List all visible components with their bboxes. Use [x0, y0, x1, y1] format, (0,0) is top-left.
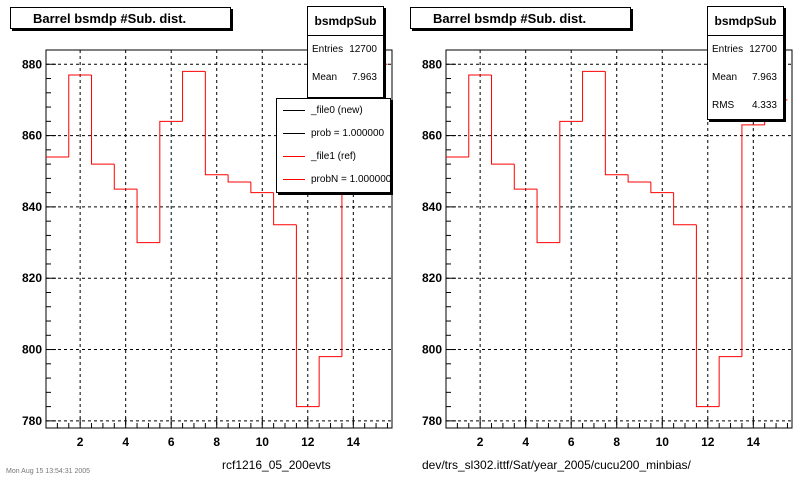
file-caption-left: rcf1216_05_200evts: [222, 458, 331, 472]
legend-swatch-prob: [283, 133, 305, 134]
timestamp-stamp: Mon Aug 15 13:54:31 2005: [6, 468, 91, 475]
histogram-bin-7-left: [182, 70, 206, 122]
legend-box: _file0 (new) prob = 1.000000 _file1 (ref…: [276, 98, 391, 193]
histogram-bin-8-right: [604, 71, 629, 176]
stats-rms-row-right: RMS 4.333: [708, 92, 783, 120]
stats-entries-value-right: 12700: [749, 44, 777, 55]
legend-label-file1: _file1 (ref): [311, 151, 357, 162]
x-tick-label-6-right: 6: [568, 435, 575, 449]
y-tick-label-780-right: 780: [422, 414, 442, 428]
y-tick-label-880-left: 880: [22, 57, 42, 71]
stats-entries-label-left: Entries: [312, 44, 344, 55]
legend-label-prob: prob = 1.000000: [311, 128, 385, 139]
stats-entries-label-right: Entries: [712, 44, 744, 55]
stats-name-left: bsmdpSub: [308, 7, 383, 36]
plot-title-left: Barrel bsmdp #Sub. dist.: [10, 7, 231, 29]
histogram-bin-12-left: [295, 224, 320, 408]
x-tick-label-14-right: 14: [747, 435, 761, 449]
y-tick-label-800-right: 800: [422, 343, 442, 357]
stats-box-left: bsmdpSub Entries 12700 Mean 7.963: [307, 6, 384, 98]
histogram-bin-13-right: [718, 356, 742, 407]
legend-entry-file0: _file0 (new): [277, 99, 390, 122]
y-tick-label-880-right: 880: [422, 57, 442, 71]
y-tick-label-780-left: 780: [22, 414, 42, 428]
y-tick-label-840-right: 840: [422, 200, 442, 214]
histogram-bin-6-right: [559, 120, 583, 243]
x-tick-label-12-right: 12: [701, 435, 715, 449]
stats-entries-row-right: Entries 12700: [708, 36, 783, 64]
histogram-bin-3-left: [91, 74, 115, 165]
y-tick-label-800-left: 800: [22, 343, 42, 357]
legend-swatch-probn: [283, 179, 305, 180]
stats-box-right: bsmdpSub Entries 12700 Mean 7.963 RMS 4.…: [707, 6, 784, 120]
stats-mean-row-right: Mean 7.963: [708, 64, 783, 92]
histogram-bin-12-right: [695, 224, 720, 408]
legend-label-probn: probN = 1.000000: [311, 174, 391, 185]
legend-entry-probn: probN = 1.000000: [277, 168, 390, 191]
histogram-bin-5-left: [136, 189, 160, 244]
legend-swatch-file1: [283, 156, 305, 157]
x-tick-label-4-left: 4: [122, 435, 129, 449]
histogram-bin-3-right: [491, 74, 515, 165]
legend-entry-file1: _file1 (ref): [277, 145, 390, 168]
histogram-bin-2-left: [68, 74, 92, 157]
x-tick-label-4-right: 4: [522, 435, 529, 449]
x-tick-label-10-left: 10: [256, 435, 270, 449]
histogram-bin-7-right: [582, 70, 606, 122]
histogram-bin-6-left: [159, 120, 183, 243]
x-tick-label-8-left: 8: [213, 435, 220, 449]
y-tick-label-860-left: 860: [22, 129, 42, 143]
histogram-bin-9-right: [627, 174, 651, 183]
stats-mean-value-right: 7.963: [751, 72, 777, 83]
stats-entries-value-left: 12700: [349, 44, 377, 55]
x-tick-label-14-left: 14: [347, 435, 361, 449]
histogram-bin-5-right: [536, 189, 560, 244]
stats-mean-label-left: Mean: [312, 72, 338, 83]
x-tick-label-8-right: 8: [613, 435, 620, 449]
histogram-bin-10-right: [650, 181, 674, 194]
stats-rms-value-right: 4.333: [751, 100, 777, 111]
legend-swatch-file0: [283, 110, 305, 111]
histogram-bin-4-left: [113, 164, 138, 190]
histogram-bin-10-left: [250, 181, 274, 194]
y-tick-label-820-right: 820: [422, 271, 442, 285]
stats-name-right: bsmdpSub: [708, 7, 783, 36]
histogram-bin-14-right: [741, 124, 765, 357]
stats-mean-label-right: Mean: [712, 72, 738, 83]
stats-entries-row-left: Entries 12700: [308, 36, 383, 64]
file-caption-right: dev/trs_sl302.ittf/Sat/year_2005/cucu200…: [422, 458, 691, 472]
histogram-bin-11-right: [673, 192, 697, 226]
y-tick-label-820-left: 820: [22, 271, 42, 285]
histogram-bin-11-left: [273, 192, 297, 226]
plot-title-right: Barrel bsmdp #Sub. dist.: [410, 7, 631, 29]
x-tick-label-2-right: 2: [477, 435, 484, 449]
histogram-bin-2-right: [468, 74, 492, 157]
histogram-bin-4-right: [513, 164, 538, 190]
histogram-bin-13-left: [318, 356, 342, 407]
y-tick-label-840-left: 840: [22, 200, 42, 214]
histogram-bin-8-left: [204, 71, 229, 176]
legend-label-file0: _file0 (new): [311, 105, 363, 116]
x-tick-label-10-right: 10: [656, 435, 670, 449]
x-tick-label-12-left: 12: [301, 435, 315, 449]
y-tick-label-860-right: 860: [422, 129, 442, 143]
x-tick-label-2-left: 2: [77, 435, 84, 449]
x-tick-label-6-left: 6: [168, 435, 175, 449]
histogram-bin-9-left: [227, 174, 251, 183]
stats-rms-label-right: RMS: [712, 100, 735, 111]
legend-entry-prob: prob = 1.000000: [277, 122, 390, 145]
stats-mean-row-left: Mean 7.963: [308, 64, 383, 92]
stats-mean-value-left: 7.963: [351, 72, 377, 83]
